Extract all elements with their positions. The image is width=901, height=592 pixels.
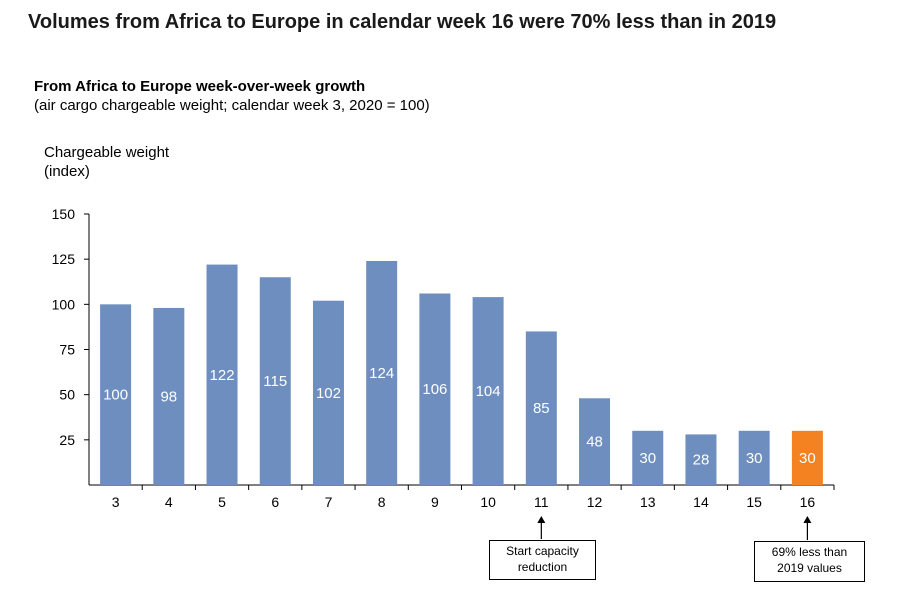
callout-2019-line-1: 69% less than	[771, 545, 848, 559]
chart-subtitle: From Africa to Europe week-over-week gro…	[34, 78, 366, 95]
bar-data-label: 30	[639, 450, 656, 467]
callout-capacity-line-2: reduction	[517, 560, 568, 574]
bar	[100, 304, 132, 485]
x-tick-label: 7	[325, 494, 333, 510]
x-tick-label: 4	[165, 494, 173, 510]
x-tick-label: 13	[640, 494, 656, 510]
annotation-arrow-head	[803, 516, 812, 523]
x-tick-label: 12	[587, 494, 603, 510]
chart-subnote: (air cargo chargeable weight; calendar w…	[34, 97, 430, 114]
y-tick-label: 125	[52, 251, 76, 267]
x-tick-label: 11	[534, 494, 549, 510]
x-tick-label: 16	[800, 494, 816, 510]
bar-data-label: 102	[316, 385, 341, 402]
bar	[472, 297, 504, 485]
bar-data-label: 124	[369, 365, 394, 382]
x-tick-label: 15	[746, 494, 762, 510]
bar	[312, 300, 344, 485]
callout-capacity-reduction: Start capacity reduction	[489, 540, 596, 580]
bar-data-label: 98	[160, 388, 177, 405]
y-axis-label: Chargeable weight (index)	[44, 143, 214, 181]
y-tick-label: 25	[59, 432, 75, 448]
bar-data-label: 106	[422, 381, 447, 398]
annotation-arrow-head	[537, 516, 546, 523]
y-axis-label-line-1: Chargeable weight	[44, 144, 170, 161]
y-tick-label: 50	[59, 387, 75, 403]
bar	[525, 331, 557, 485]
bar-data-label: 100	[103, 387, 128, 404]
bar	[791, 430, 823, 485]
bar-data-label: 30	[746, 450, 763, 467]
bar-data-label: 122	[210, 367, 235, 384]
bar-data-label: 85	[533, 400, 550, 417]
bar	[366, 260, 398, 485]
bar-data-label: 115	[263, 373, 287, 390]
y-tick-label: 75	[59, 342, 75, 358]
x-tick-label: 14	[693, 494, 709, 510]
x-tick-label: 3	[112, 494, 120, 510]
x-tick-label: 6	[271, 494, 279, 510]
bar-data-label: 48	[586, 434, 603, 451]
bar	[206, 264, 238, 485]
y-tick-label: 150	[52, 206, 76, 222]
bar-data-label: 104	[476, 383, 501, 400]
bar-data-label: 28	[693, 452, 710, 469]
x-tick-label: 9	[431, 494, 439, 510]
bar-data-label: 30	[799, 450, 816, 467]
bar	[632, 430, 664, 485]
bar	[685, 434, 717, 485]
x-tick-label: 5	[218, 494, 226, 510]
y-axis-label-line-2: (index)	[44, 163, 90, 180]
callout-2019-line-2: 2019 values	[777, 561, 842, 575]
y-tick-label: 100	[52, 296, 76, 312]
callout-capacity-line-1: Start capacity	[506, 544, 579, 558]
bar	[153, 307, 185, 485]
bar	[419, 293, 451, 485]
callout-less-than-2019: 69% less than 2019 values	[754, 541, 865, 582]
bar	[738, 430, 770, 485]
bar	[579, 398, 611, 485]
x-tick-label: 10	[480, 494, 496, 510]
x-tick-label: 8	[378, 494, 386, 510]
bar	[259, 277, 291, 485]
page-headline: Volumes from Africa to Europe in calenda…	[28, 11, 777, 33]
